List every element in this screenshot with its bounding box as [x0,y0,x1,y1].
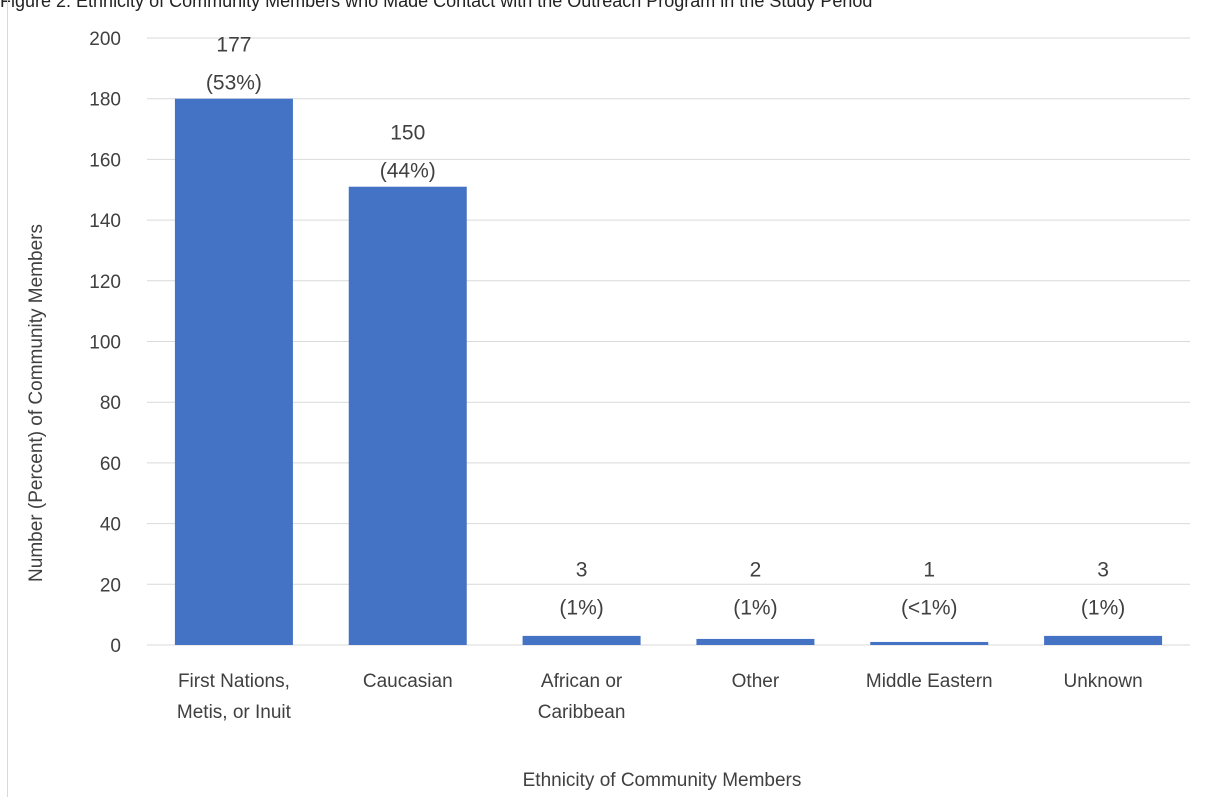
data-label: 2 [750,558,762,581]
y-tick-label: 200 [89,29,121,50]
data-label: 3 [576,558,588,581]
data-label: (44%) [380,160,436,183]
x-tick-label: Caribbean [538,702,626,723]
data-labels: 177 (53%) 150 (44%) 3 (1%) 2 (1%) 1 (<1%) 3 (1%) [206,34,1125,620]
x-tick-label: African or [541,671,623,692]
data-label: (53%) [206,72,262,95]
data-label: 3 [1097,558,1109,581]
data-label: 150 [390,122,425,145]
x-tick-label: Metis, or Inuit [177,702,292,723]
bar[interactable] [348,186,467,645]
data-label: (<1%) [901,596,958,619]
y-tick-label: 140 [89,211,121,232]
y-tick-label: 100 [89,333,121,354]
y-tick-label: 0 [110,636,121,657]
y-axis-title: Number (Percent) of Community Members [26,224,47,582]
data-label: (1%) [1081,596,1125,619]
bar[interactable] [174,98,293,645]
y-tick-label: 180 [89,90,121,111]
x-tick-label: First Nations, [178,671,290,692]
y-tick-label: 60 [100,454,121,475]
y-tick-label: 20 [100,575,121,596]
bar[interactable] [1044,635,1163,645]
y-tick-label: 80 [100,393,121,414]
x-tick-label: Middle Eastern [866,671,993,692]
data-label: 177 [216,34,251,57]
x-axis-title: Ethnicity of Community Members [523,770,802,791]
x-tick-label: Other [732,671,780,692]
x-tick-label: Unknown [1063,671,1142,692]
bar[interactable] [870,641,989,645]
data-label: 1 [923,558,935,581]
y-tick-label: 120 [89,272,121,293]
x-tick-label: Caucasian [363,671,453,692]
y-tick-label: 160 [89,150,121,171]
bar[interactable] [522,635,641,645]
y-tick-labels: 0 20 40 60 80 100 120 140 160 180 200 [89,29,121,657]
bar[interactable] [696,638,815,645]
data-label: (1%) [733,596,777,619]
x-tick-labels: First Nations, Metis, or Inuit Caucasian Af… [177,671,1143,723]
gridlines [147,37,1190,646]
data-label: (1%) [559,596,603,619]
bars [174,98,1163,645]
figure-caption: Figure 2. Ethnicity of Community Members… [0,0,873,11]
chart-frame [7,0,1230,797]
y-tick-label: 40 [100,515,121,536]
